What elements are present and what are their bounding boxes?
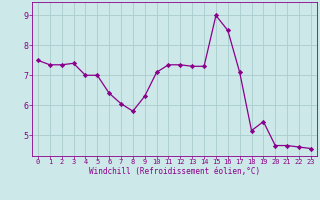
X-axis label: Windchill (Refroidissement éolien,°C): Windchill (Refroidissement éolien,°C) [89, 167, 260, 176]
